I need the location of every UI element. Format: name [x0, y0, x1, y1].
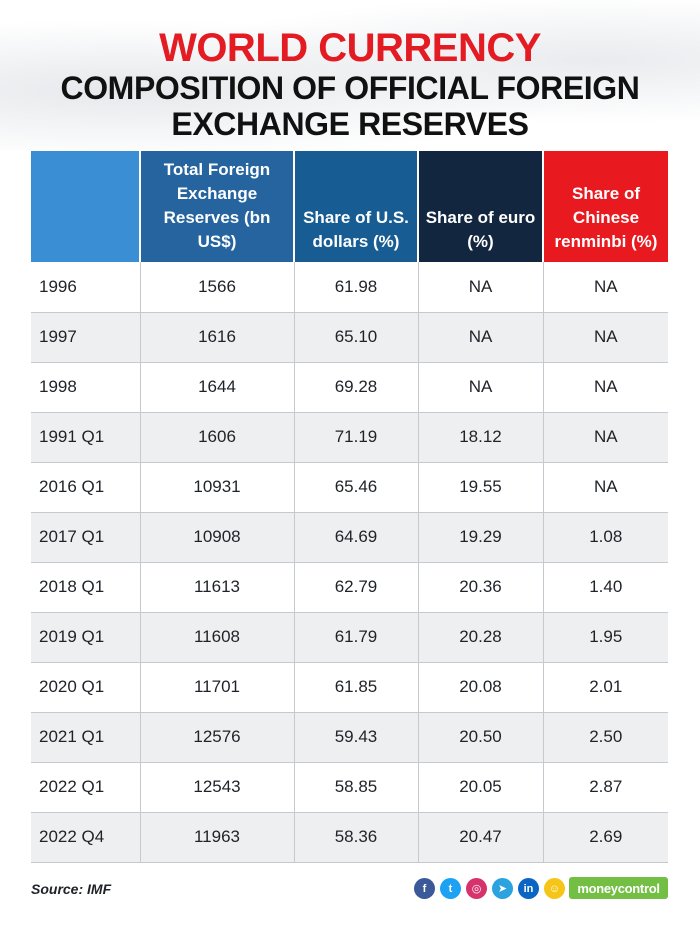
column-header-1: Total Foreign Exchange Reserves (bn US$)	[140, 151, 295, 262]
table-cell: 69.28	[294, 362, 419, 413]
table-cell: 10908	[140, 512, 295, 563]
table-body: 1996 1566 61.98 NA NA 1997 1616 65.10 NA NA 1998 16…	[31, 262, 668, 863]
title-line-1: WORLD CURRENCY	[159, 26, 541, 70]
table-cell: 18.12	[418, 412, 544, 463]
table-cell: NA	[418, 262, 544, 313]
table-cell: 61.98	[294, 262, 419, 313]
row-label: 2022 Q1	[31, 762, 141, 813]
column-header-0	[31, 151, 141, 262]
reserves-table: Total Foreign Exchange Reserves (bn US$)…	[31, 151, 668, 863]
snapchat-icon: ☺	[544, 878, 565, 899]
table-cell: 20.08	[418, 662, 544, 713]
table-row: 2022 Q4 11963 58.36 20.47 2.69	[31, 812, 668, 863]
row-label: 1996	[31, 262, 141, 313]
title-block: WORLD CURRENCY COMPOSITION OF OFFICIAL F…	[0, 26, 700, 142]
column-header-2: Share of U.S. dollars (%)	[294, 151, 419, 262]
table-cell: NA	[418, 312, 544, 363]
column-header-4: Share of Chinese renminbi (%)	[543, 151, 668, 262]
table-row: 1996 1566 61.98 NA NA	[31, 262, 668, 313]
table-cell: 61.85	[294, 662, 419, 713]
table-cell: 59.43	[294, 712, 419, 763]
table-cell: 61.79	[294, 612, 419, 663]
table-cell: NA	[543, 312, 668, 363]
table-cell: NA	[543, 462, 668, 513]
table-cell: 1566	[140, 262, 295, 313]
column-header-3: Share of euro (%)	[418, 151, 544, 262]
row-label: 2021 Q1	[31, 712, 141, 763]
table-cell: 20.50	[418, 712, 544, 763]
table-row: 2021 Q1 12576 59.43 20.50 2.50	[31, 712, 668, 763]
row-label: 1997	[31, 312, 141, 363]
table-cell: NA	[543, 412, 668, 463]
table-cell: 64.69	[294, 512, 419, 563]
row-label: 2018 Q1	[31, 562, 141, 613]
table-cell: 65.46	[294, 462, 419, 513]
table-cell: 10931	[140, 462, 295, 513]
table-cell: 58.85	[294, 762, 419, 813]
row-label: 2022 Q4	[31, 812, 141, 863]
table-cell: 2.69	[543, 812, 668, 863]
table-row: 2020 Q1 11701 61.85 20.08 2.01	[31, 662, 668, 713]
telegram-icon: ➤	[492, 878, 513, 899]
row-label: 1991 Q1	[31, 412, 141, 463]
table-row: 2017 Q1 10908 64.69 19.29 1.08	[31, 512, 668, 563]
table-cell: 20.28	[418, 612, 544, 663]
table-cell: 1644	[140, 362, 295, 413]
source-note: Source: IMF	[31, 881, 112, 897]
table-cell: 12543	[140, 762, 295, 813]
table-cell: 11608	[140, 612, 295, 663]
header-background	[0, 0, 700, 150]
row-label: 2020 Q1	[31, 662, 141, 713]
table-cell: NA	[543, 362, 668, 413]
table-cell: 62.79	[294, 562, 419, 613]
row-label: 1998	[31, 362, 141, 413]
table-cell: 2.87	[543, 762, 668, 813]
table-cell: 65.10	[294, 312, 419, 363]
table-cell: 20.05	[418, 762, 544, 813]
table-row: 2018 Q1 11613 62.79 20.36 1.40	[31, 562, 668, 613]
table-cell: NA	[418, 362, 544, 413]
table-row: 2016 Q1 10931 65.46 19.55 NA	[31, 462, 668, 513]
moneycontrol-logo: moneycontrol	[569, 877, 668, 899]
table-row: 2019 Q1 11608 61.79 20.28 1.95	[31, 612, 668, 663]
table-cell: 19.55	[418, 462, 544, 513]
table-cell: 1606	[140, 412, 295, 463]
title-line-2: COMPOSITION OF OFFICIAL FOREIGN	[60, 70, 640, 106]
table-cell: 71.19	[294, 412, 419, 463]
table-header-row: Total Foreign Exchange Reserves (bn US$)…	[31, 151, 668, 262]
table-cell: 12576	[140, 712, 295, 763]
row-label: 2016 Q1	[31, 462, 141, 513]
table-cell: 58.36	[294, 812, 419, 863]
table-cell: 19.29	[418, 512, 544, 563]
row-label: 2019 Q1	[31, 612, 141, 663]
table-cell: 11963	[140, 812, 295, 863]
table-cell: 1.08	[543, 512, 668, 563]
table-cell: 20.47	[418, 812, 544, 863]
table-row: 2022 Q1 12543 58.85 20.05 2.87	[31, 762, 668, 813]
table-cell: 11613	[140, 562, 295, 613]
twitter-icon: t	[440, 878, 461, 899]
instagram-icon: ◎	[466, 878, 487, 899]
social-icons: f t ◎ ➤ in ☺	[414, 878, 565, 899]
facebook-icon: f	[414, 878, 435, 899]
table-cell: 1616	[140, 312, 295, 363]
table-row: 1997 1616 65.10 NA NA	[31, 312, 668, 363]
table-cell: 2.50	[543, 712, 668, 763]
linkedin-icon: in	[518, 878, 539, 899]
table-cell: 2.01	[543, 662, 668, 713]
table-cell: 11701	[140, 662, 295, 713]
table-cell: 1.40	[543, 562, 668, 613]
table-row: 1998 1644 69.28 NA NA	[31, 362, 668, 413]
table-cell: 20.36	[418, 562, 544, 613]
table-cell: 1.95	[543, 612, 668, 663]
table-cell: NA	[543, 262, 668, 313]
row-label: 2017 Q1	[31, 512, 141, 563]
title-line-3: EXCHANGE RESERVES	[171, 106, 529, 142]
table-row: 1991 Q1 1606 71.19 18.12 NA	[31, 412, 668, 463]
